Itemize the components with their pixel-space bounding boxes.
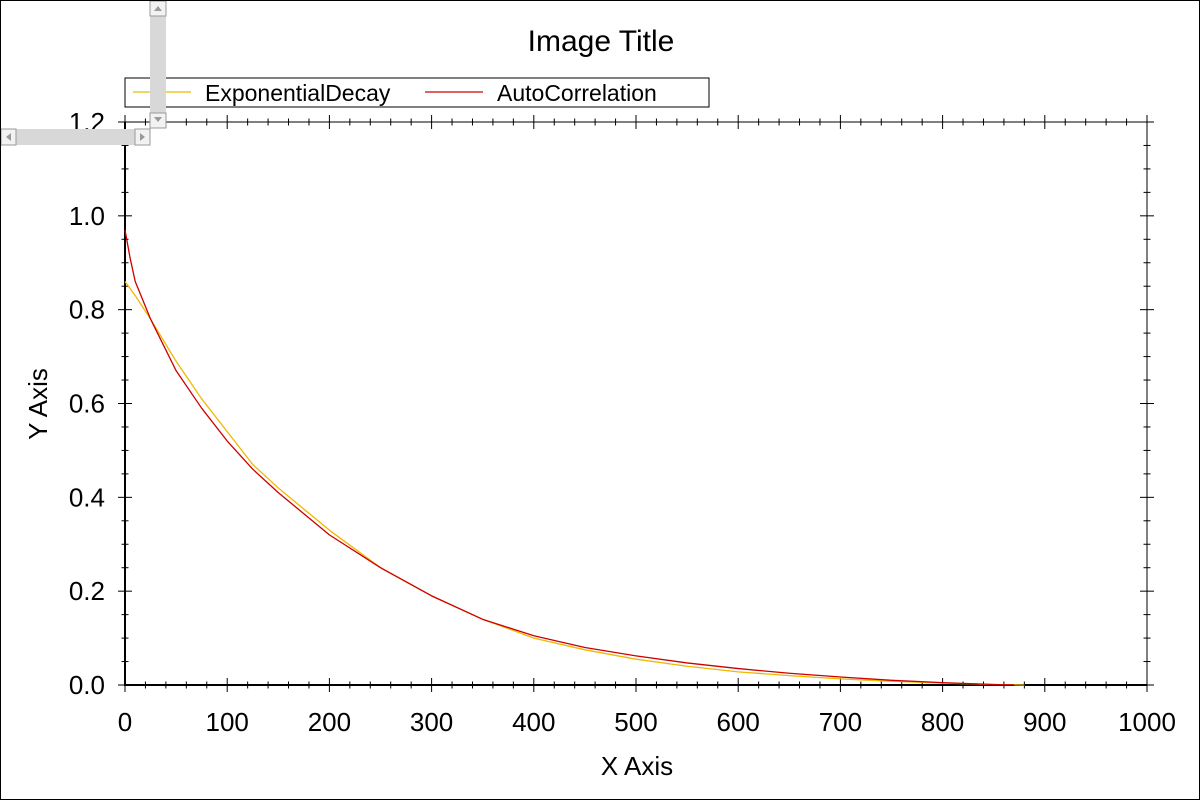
x-tick-label: 200 [308,707,351,737]
series-line-autocorrelation [124,229,1015,686]
x-tick-label: 600 [717,707,760,737]
scroll-down-arrow-icon [154,117,162,122]
vertical-scrollbar-track[interactable] [150,16,166,113]
legend: ExponentialDecay AutoCorrelation [124,77,710,108]
y-tick-label: 0.0 [69,670,105,700]
scroll-up-arrow-icon [154,6,162,11]
y-tick-label: 0.8 [69,295,105,325]
legend-box [124,77,710,108]
x-tick-label: 400 [512,707,555,737]
plot-area-frame [124,121,1148,686]
axes: 0 100 200 300 400 500 600 700 800 900 1000 0.0 0.2 0.… [69,107,1176,737]
horizontal-scrollbar[interactable] [1,128,151,146]
y-tick-label: 0.4 [69,482,105,512]
y-tick-label: 1.0 [69,201,105,231]
y-axis-label: Y Axis [23,368,53,440]
y-tick-label: 0.2 [69,576,105,606]
y-tick-label: 0.6 [69,389,105,419]
series-line-exponentialdecay [124,281,1025,686]
x-tick-label: 900 [1023,707,1066,737]
x-tick-label: 100 [206,707,249,737]
vertical-scrollbar[interactable] [149,1,167,129]
scroll-right-arrow-icon [140,133,145,141]
scroll-left-arrow-icon [6,133,11,141]
x-axis-label: X Axis [601,751,673,781]
legend-label-autocorrelation: AutoCorrelation [497,80,657,106]
x-tick-label: 700 [819,707,862,737]
chart-title: Image Title [528,25,675,58]
x-tick-label: 0 [118,707,132,737]
x-tick-label: 300 [410,707,453,737]
x-tick-label: 1000 [1118,707,1176,737]
series-layer [124,229,1025,686]
horizontal-scrollbar-track[interactable] [16,129,135,145]
x-tick-label: 500 [614,707,657,737]
legend-label-exponentialdecay: ExponentialDecay [205,80,391,106]
x-tick-label: 800 [921,707,964,737]
